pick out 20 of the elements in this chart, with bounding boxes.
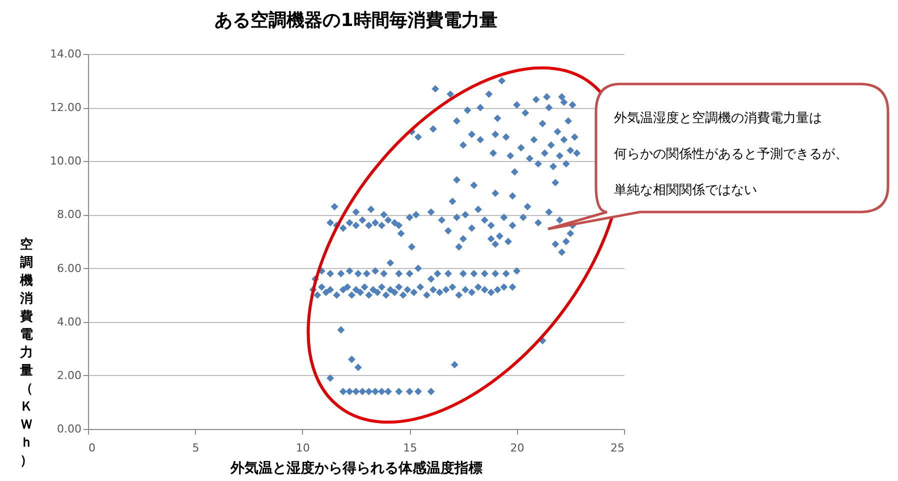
x-axis-title: 外気温と湿度から得られる体感温度指標 — [230, 460, 482, 476]
y-tick-label: 4.00 — [57, 315, 82, 328]
x-tick-label: 5 — [192, 442, 200, 454]
y-tick-label: 8.00 — [57, 208, 82, 222]
y-tick-label: 10.00 — [50, 154, 82, 168]
annotation: 何らかの関係性があると予測できるが、 — [614, 147, 848, 162]
chart-title: ある空調機器の1時間毎消費電力量 — [214, 10, 498, 31]
x-tick-label: 10 — [296, 442, 310, 454]
x-tick-label: 25 — [610, 442, 624, 454]
annotation: 外気温湿度と空調機の消費電力量は — [614, 110, 822, 126]
text: 空調機消費電力量（ＫＷｈ） — [20, 238, 33, 468]
y-tick-label: 14.00 — [50, 48, 82, 60]
x-tick-label: 20 — [510, 442, 524, 454]
x-tick-label: 15 — [403, 442, 418, 454]
y-tick-label: 12.00 — [50, 101, 82, 114]
y-tick-label: 2.00 — [57, 368, 82, 382]
annotation: 単純な相関関係ではない — [614, 183, 757, 198]
y-tick-label: 0.00 — [57, 422, 82, 436]
x-tick-label: 0 — [88, 442, 96, 454]
y-tick-label: 6.00 — [57, 262, 82, 275]
